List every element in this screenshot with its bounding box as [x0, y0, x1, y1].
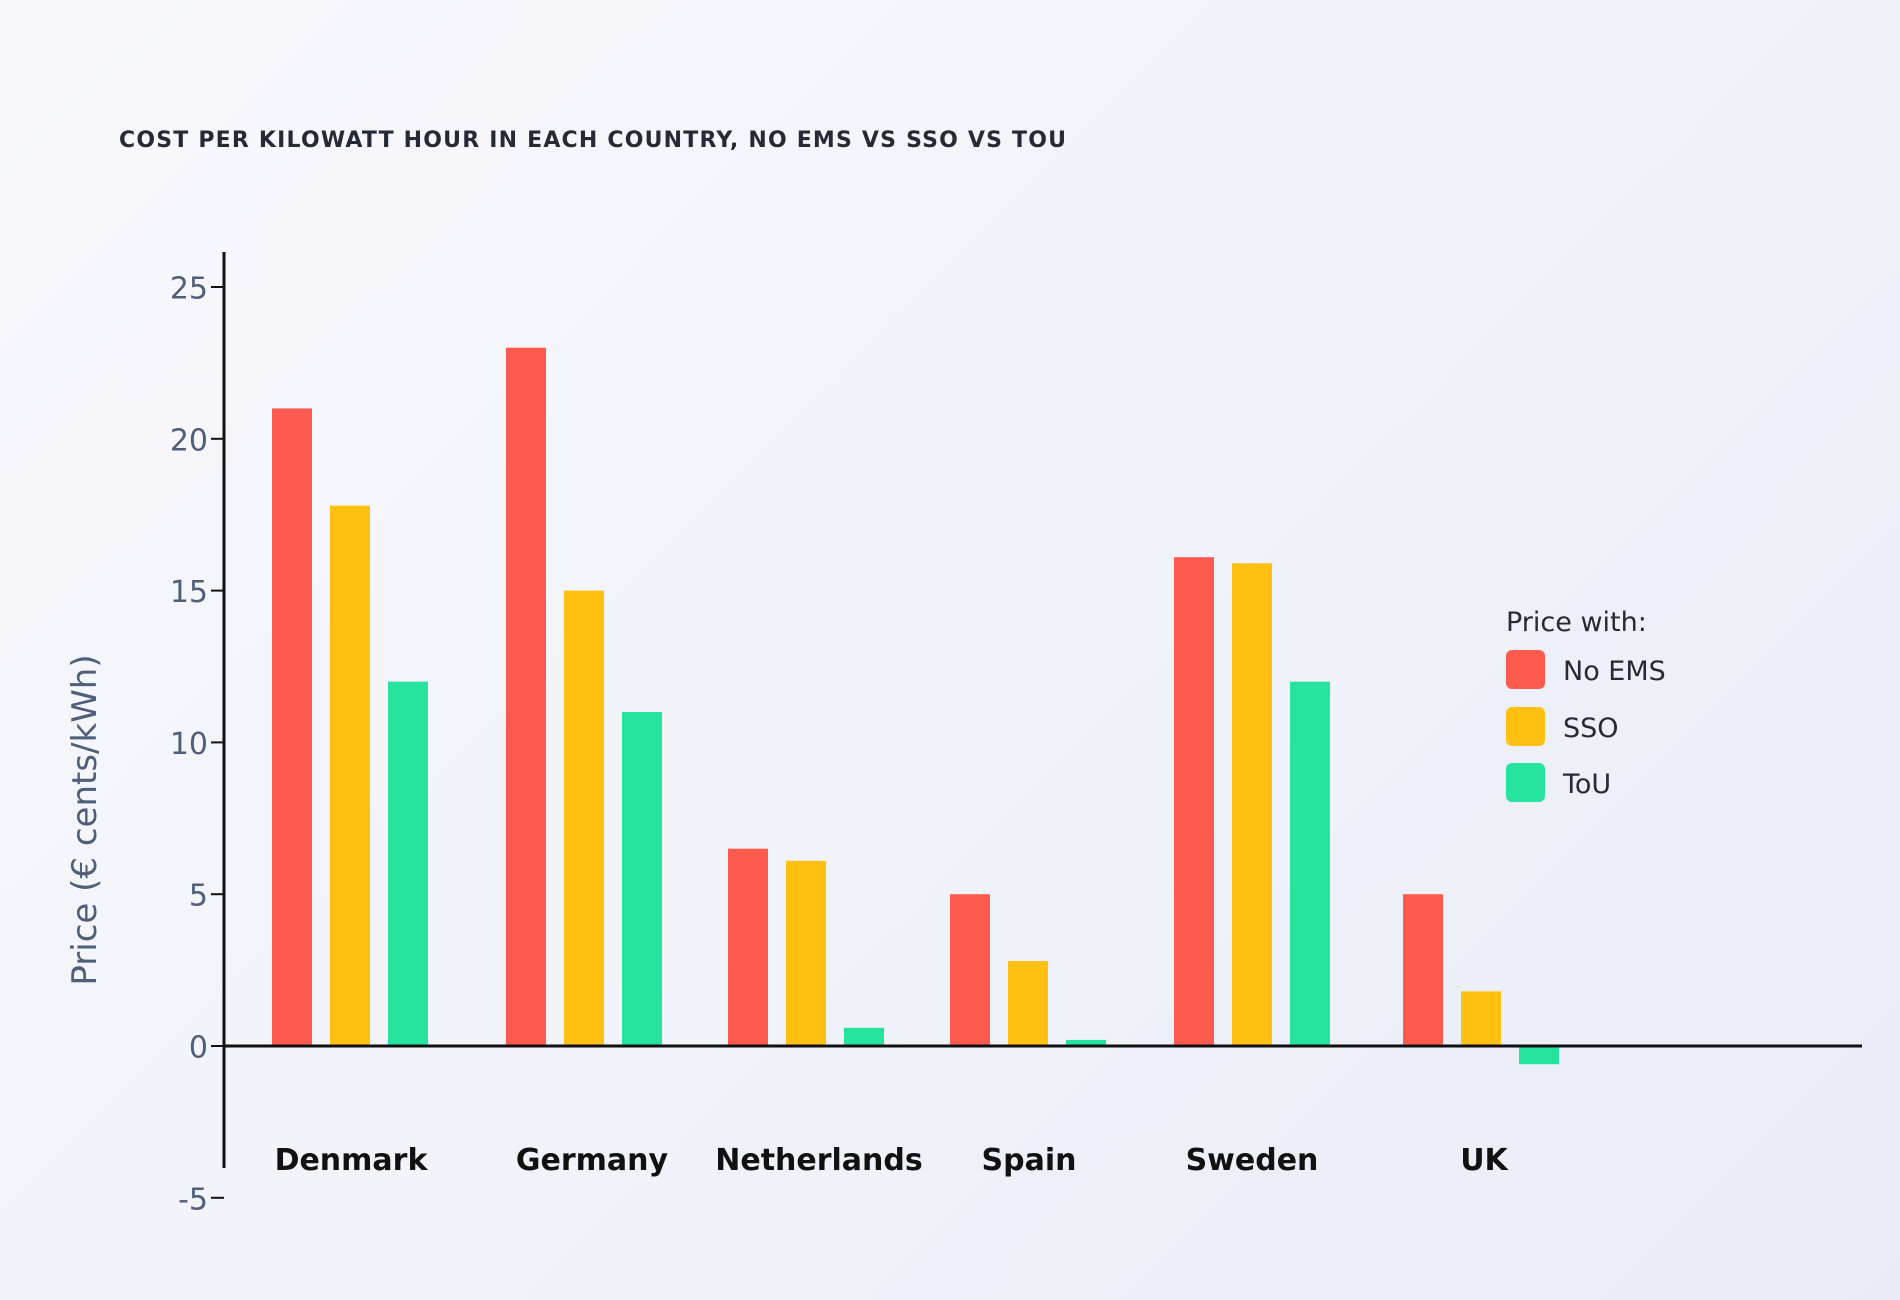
- axes-layer: [211, 252, 1862, 1199]
- y-tick-label: -5: [178, 1182, 208, 1217]
- bar-netherlands-tou: [844, 1027, 884, 1046]
- labels-layer: 25 20 15 10 5 0 -5 Denmark Germany Netherlands Spa…: [65, 272, 1510, 1218]
- legend-title: Price with:: [1506, 607, 1647, 638]
- bar-sweden-tou: [1290, 681, 1330, 1046]
- y-tick-label: 10: [170, 727, 208, 762]
- bar-uk-sso: [1461, 991, 1501, 1046]
- bar-germany-sso: [564, 590, 604, 1046]
- x-category-label: Netherlands: [715, 1143, 923, 1178]
- x-category-label: Germany: [516, 1143, 669, 1178]
- bar-spain-sso: [1008, 960, 1048, 1046]
- legend-swatch-no-ems: [1506, 650, 1545, 689]
- bar-netherlands-sso: [786, 860, 826, 1046]
- bar-uk-no-ems: [1403, 894, 1443, 1046]
- legend-swatch-sso: [1506, 707, 1545, 746]
- x-category-label: Sweden: [1186, 1143, 1319, 1178]
- legend-label: No EMS: [1563, 656, 1666, 687]
- bar-netherlands-no-ems: [728, 848, 768, 1046]
- legend-label: ToU: [1562, 769, 1611, 800]
- y-tick-label: 15: [170, 575, 208, 610]
- x-category-label: Spain: [982, 1143, 1077, 1178]
- y-tick-label: 5: [189, 879, 208, 914]
- bar-germany-tou: [622, 712, 662, 1046]
- bar-germany-no-ems: [506, 347, 546, 1047]
- bar-denmark-no-ems: [272, 408, 312, 1046]
- bar-sweden-sso: [1232, 563, 1272, 1046]
- bar-spain-no-ems: [950, 894, 990, 1046]
- bar-spain-tou: [1066, 1039, 1106, 1046]
- legend-swatch-tou: [1506, 763, 1545, 802]
- bar-uk-tou: [1519, 1046, 1559, 1065]
- legend-label: SSO: [1563, 713, 1619, 744]
- bar-denmark-sso: [330, 505, 370, 1046]
- y-axis-label: Price (€ cents/kWh): [65, 654, 105, 985]
- chart-title: COST PER KILOWATT HOUR IN EACH COUNTRY, …: [119, 128, 1068, 153]
- bars-layer: [272, 347, 1559, 1065]
- x-category-label: UK: [1460, 1143, 1509, 1178]
- y-tick-label: 20: [170, 423, 208, 458]
- y-tick-label: 25: [170, 272, 208, 307]
- y-tick-label: 0: [189, 1031, 208, 1066]
- bar-sweden-no-ems: [1174, 557, 1214, 1046]
- legend: Price with: No EMS SSO ToU: [1506, 607, 1666, 802]
- bar-denmark-tou: [388, 681, 428, 1046]
- x-category-label: Denmark: [275, 1143, 429, 1178]
